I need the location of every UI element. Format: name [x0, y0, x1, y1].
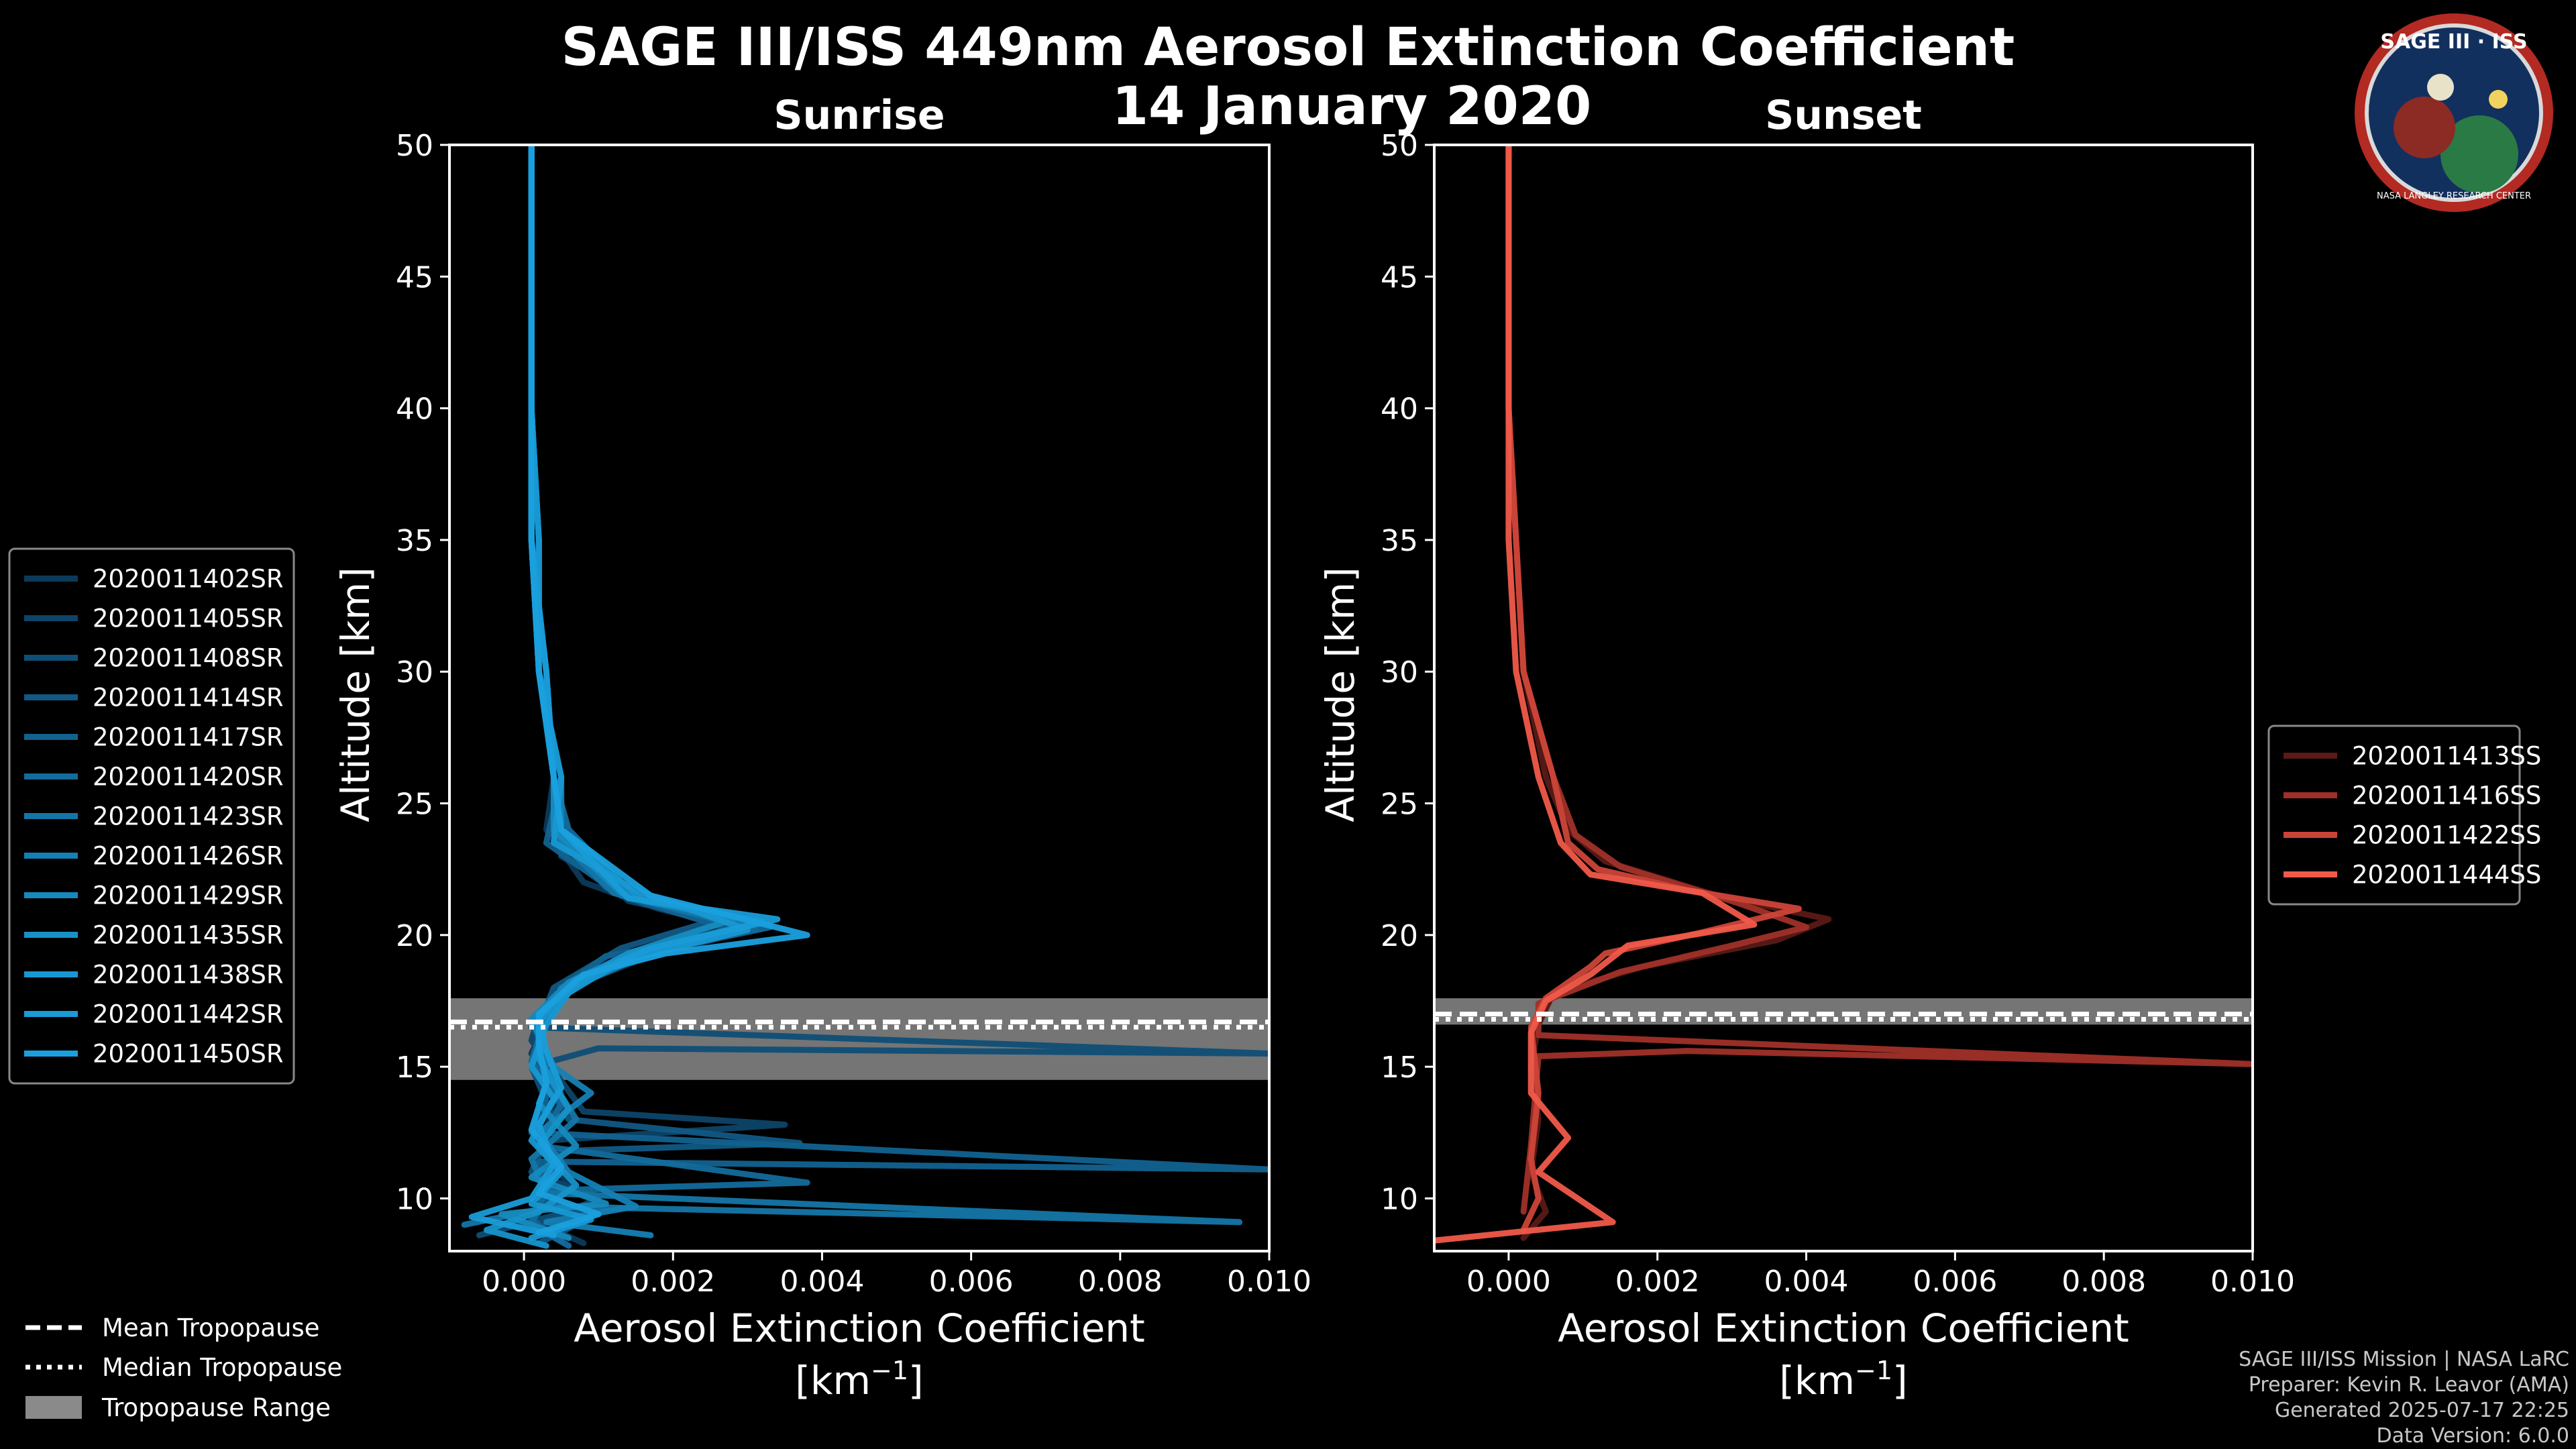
x-axis-label: Aerosol Extinction Coefficient [1558, 1305, 2129, 1351]
footer-preparer: Preparer: Kevin R. Leavor (AMA) [2249, 1373, 2569, 1397]
plot-frame [1433, 144, 2254, 1252]
tropopause-legend: Mean Tropopause Median Tropopause Tropop… [25, 1313, 342, 1422]
series-legend-sunrise: 2020011402SR 2020011405SR 2020011408SR 2020… [8, 547, 295, 1085]
y-tick-label: 40 [1381, 392, 1418, 427]
logo-ring-text: NASA LANGLEY RESEARCH CENTER [2377, 191, 2531, 201]
y-tick-label: 45 [396, 260, 433, 294]
x-axis-unit-exponent: −1 [1855, 1356, 1892, 1385]
legend-entry-2020011450SR: 2020011450SR [93, 1040, 284, 1069]
legend-entry-2020011442SR: 2020011442SR [93, 1000, 284, 1029]
sage-logo: SAGE III · ISS NASA LANGLEY RESEARCH CEN… [2355, 13, 2553, 212]
x-axis-unit-exponent: −1 [871, 1356, 908, 1385]
logo-text: SAGE III · ISS [2380, 30, 2527, 54]
y-tick-label: 20 [1381, 919, 1418, 953]
figure-title: SAGE III/ISS 449nm Aerosol Extinction Co… [561, 17, 2015, 78]
legend-range-swatch [25, 1396, 82, 1419]
y-tick-label: 40 [396, 392, 433, 427]
y-axis-label: Altitude [km] [1318, 567, 1363, 822]
series-legend-sunset: 2020011413SS 2020011416SS 2020011422SS 2020… [2267, 724, 2541, 906]
x-axis-unit-end: ] [908, 1358, 924, 1403]
legend-median-label: Median Tropopause [102, 1353, 342, 1382]
panel-subtitle: Sunset [1765, 92, 1922, 139]
footer-mission: SAGE III/ISS Mission | NASA LaRC [2239, 1348, 2569, 1371]
y-tick-label: 10 [1381, 1182, 1418, 1216]
x-tick-label: 0.010 [2210, 1265, 2295, 1299]
y-tick-label: 45 [1381, 260, 1418, 294]
x-axis-label: Aerosol Extinction Coefficient [574, 1305, 1145, 1351]
legend-entry-2020011417SR: 2020011417SR [93, 723, 284, 752]
legend-box [8, 547, 295, 1085]
legend-entry-2020011408SR: 2020011408SR [93, 644, 284, 673]
x-axis-unit: [km−1] [795, 1356, 923, 1403]
panel-subtitle: Sunrise [773, 92, 945, 139]
x-tick-label: 0.010 [1227, 1265, 1311, 1299]
footer-version: Data Version: 6.0.0 [2377, 1424, 2569, 1448]
y-tick-label: 25 [1381, 788, 1418, 822]
y-tick-label: 50 [1381, 129, 1418, 163]
y-tick-label: 30 [1381, 655, 1418, 690]
y-tick-label: 30 [396, 655, 433, 690]
chart-panel-sunset: Sunset 0.000 0.002 0.004 0.006 0.008 0.010 10 15… [1318, 92, 2541, 1403]
x-tick-label: 0.002 [1615, 1265, 1700, 1299]
x-tick-label: 0.006 [929, 1265, 1014, 1299]
x-tick-label: 0.008 [1078, 1265, 1163, 1299]
y-tick-label: 15 [396, 1051, 433, 1085]
legend-entry-2020011402SR: 2020011402SR [93, 565, 284, 594]
plot-frame [448, 144, 1271, 1252]
x-axis-unit: [km−1] [1779, 1356, 1907, 1403]
legend-box [2267, 724, 2521, 906]
legend-entry-2020011405SR: 2020011405SR [93, 604, 284, 633]
x-tick-label: 0.004 [780, 1265, 864, 1299]
legend-entry-2020011413SS: 2020011413SS [2352, 742, 2541, 771]
y-tick-label: 50 [396, 129, 433, 163]
legend-entry-2020011444SS: 2020011444SS [2352, 861, 2541, 890]
legend-entry-2020011435SR: 2020011435SR [93, 921, 284, 950]
x-axis-unit-base: [km [1779, 1358, 1855, 1403]
chart-panel-sunrise: Sunrise 0.000 0.002 0.004 0.006 0.008 0.010 10 1… [8, 92, 1311, 1403]
legend-entry-2020011414SR: 2020011414SR [93, 684, 284, 712]
legend-entry-2020011416SS: 2020011416SS [2352, 782, 2541, 810]
y-tick-label: 20 [396, 919, 433, 953]
x-tick-label: 0.006 [1913, 1265, 1997, 1299]
plot-area [449, 145, 1269, 1249]
x-axis-unit-end: ] [1892, 1358, 1908, 1403]
x-tick-label: 0.004 [1764, 1265, 1849, 1299]
y-tick-label: 15 [1381, 1051, 1418, 1085]
y-tick-label: 10 [396, 1182, 433, 1216]
y-tick-label: 25 [396, 788, 433, 822]
footer: SAGE III/ISS Mission | NASA LaRC Prepare… [2239, 1348, 2569, 1448]
legend-entry-2020011426SR: 2020011426SR [93, 842, 284, 871]
x-tick-label: 0.000 [482, 1265, 566, 1299]
series-line-2020011450SR [528, 145, 810, 1236]
series-line-2020011444SS [1434, 145, 1758, 1244]
x-tick-label: 0.002 [631, 1265, 715, 1299]
x-axis-unit-base: [km [795, 1358, 871, 1403]
legend-entry-2020011422SS: 2020011422SS [2352, 821, 2541, 850]
footer-generated: Generated 2025-07-17 22:25 [2275, 1399, 2569, 1422]
legend-entry-2020011438SR: 2020011438SR [93, 961, 284, 989]
x-tick-label: 0.008 [2061, 1265, 2146, 1299]
tropopause-range-band [1434, 998, 2253, 1025]
y-tick-label: 35 [396, 524, 433, 558]
y-axis-label: Altitude [km] [333, 567, 378, 822]
y-tick-label: 35 [1381, 524, 1418, 558]
legend-mean-label: Mean Tropopause [102, 1313, 320, 1342]
legend-entry-2020011429SR: 2020011429SR [93, 881, 284, 910]
x-tick-label: 0.000 [1466, 1265, 1551, 1299]
plot-area [1434, 145, 2253, 1244]
figure-date: 14 January 2020 [1112, 76, 1592, 137]
legend-entry-2020011420SR: 2020011420SR [93, 763, 284, 792]
legend-entry-2020011423SR: 2020011423SR [93, 802, 284, 831]
legend-range-label: Tropopause Range [101, 1393, 331, 1422]
